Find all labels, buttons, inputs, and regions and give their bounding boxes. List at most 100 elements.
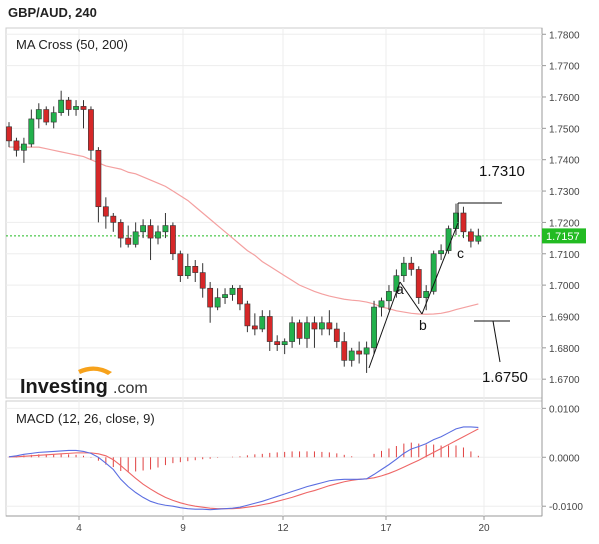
candle-body-bull: [20, 143, 27, 151]
candle-body-bear: [415, 269, 422, 298]
candle-body-bull: [386, 291, 392, 302]
candle-body-bear: [110, 215, 117, 223]
candle: [65, 96, 72, 116]
candle: [73, 100, 79, 116]
candle-body-bull: [35, 109, 42, 120]
candle-body-bull: [229, 287, 236, 295]
candle: [102, 197, 109, 229]
macd-series-line: [8, 426, 479, 511]
candle: [207, 281, 214, 323]
candle: [199, 263, 206, 298]
candle-body-bear: [43, 109, 50, 123]
candle-body-bull: [318, 322, 325, 330]
candle: [408, 256, 415, 276]
candle: [378, 297, 385, 317]
current-price-tag: 1.7157: [542, 228, 586, 244]
candle-body-bear: [467, 231, 474, 242]
axis-layer: 1.6700 1.6800 1.6900 1.7000 1.7100 1.7200 1.73…: [542, 30, 583, 513]
candle: [155, 225, 161, 245]
candle-body-bear: [117, 222, 124, 239]
logo-suffix: .com: [113, 380, 148, 397]
candle-body-bear: [274, 341, 281, 345]
candle-body-bull: [304, 322, 310, 339]
candle-body-bear: [102, 206, 109, 217]
candle: [20, 137, 27, 163]
candle: [184, 253, 191, 279]
candle: [35, 103, 42, 129]
candle: [266, 310, 273, 351]
candle-body-bull: [155, 231, 161, 239]
candle-body-bear: [296, 322, 303, 339]
candle-body-bear: [65, 99, 72, 110]
candle: [222, 288, 228, 304]
candle: [348, 347, 355, 367]
candle: [467, 228, 474, 248]
candle: [318, 316, 325, 336]
candle-body-bull: [28, 118, 35, 145]
time-tick-label: 17: [380, 523, 392, 534]
target-label-lower: 1.6750: [482, 369, 528, 386]
candle-body-bear: [237, 287, 243, 305]
candle-body-bull: [475, 235, 482, 242]
candle-body-bear: [13, 140, 20, 151]
candle: [415, 266, 422, 304]
candle: [289, 316, 295, 348]
candle: [244, 300, 251, 333]
chart-title: GBP/AUD, 240: [8, 5, 97, 20]
candle: [13, 137, 20, 157]
candle: [296, 319, 303, 345]
candle-body-bull: [348, 350, 355, 361]
price-tick-label: 1.7200: [549, 218, 580, 229]
x-tick-layer: 4 9 12 17 20: [76, 516, 490, 534]
candle-body-bear: [333, 328, 340, 342]
candle: [147, 219, 154, 261]
macd-tick-label: -0.0100: [549, 502, 583, 513]
candle-body-bull: [259, 316, 266, 330]
candle: [400, 256, 407, 282]
candle: [438, 244, 444, 261]
candle: [304, 316, 310, 348]
candle-body-bear: [95, 149, 102, 208]
candle-body-bull: [281, 341, 288, 345]
candle-body-bear: [125, 237, 132, 245]
candle: [430, 250, 437, 295]
price-tick-label: 1.7500: [549, 124, 580, 135]
wave-line-1: [368, 281, 401, 369]
wave-label-b: b: [419, 317, 427, 333]
time-tick-label: 12: [277, 523, 289, 534]
candle-body-bull: [423, 291, 430, 298]
candle-body-bear: [177, 253, 184, 277]
candle: [192, 260, 199, 282]
candle-body-bear: [311, 322, 318, 330]
candle-body-bear: [251, 325, 258, 330]
candle: [281, 338, 288, 355]
candle-body-bear: [6, 126, 12, 142]
candle: [251, 313, 258, 336]
candle: [326, 310, 333, 336]
candle: [460, 206, 467, 239]
candle-body-bear: [192, 266, 199, 273]
wave-line-2: [399, 281, 423, 315]
candle-body-bull: [58, 99, 65, 113]
price-tick-label: 1.6900: [549, 312, 580, 323]
candle-body-bear: [80, 106, 87, 110]
candle: [423, 285, 430, 311]
candle-body-bull: [289, 322, 295, 342]
price-tick-label: 1.6700: [549, 375, 580, 386]
target-label-upper: 1.7310: [479, 163, 525, 180]
candle: [311, 316, 318, 348]
candle: [117, 219, 124, 248]
candle: [140, 219, 146, 239]
candle: [162, 213, 169, 239]
price-tick-label: 1.7800: [549, 30, 580, 41]
ma-layer: [9, 146, 479, 315]
wave-line-3: [421, 222, 459, 315]
price-tick-label: 1.7000: [549, 281, 580, 292]
candle: [110, 213, 117, 232]
time-tick-label: 20: [478, 523, 490, 534]
macd-indicator-label: MACD (12, 26, close, 9): [16, 411, 155, 426]
candle: [125, 225, 132, 248]
candle-body-bull: [162, 225, 169, 233]
